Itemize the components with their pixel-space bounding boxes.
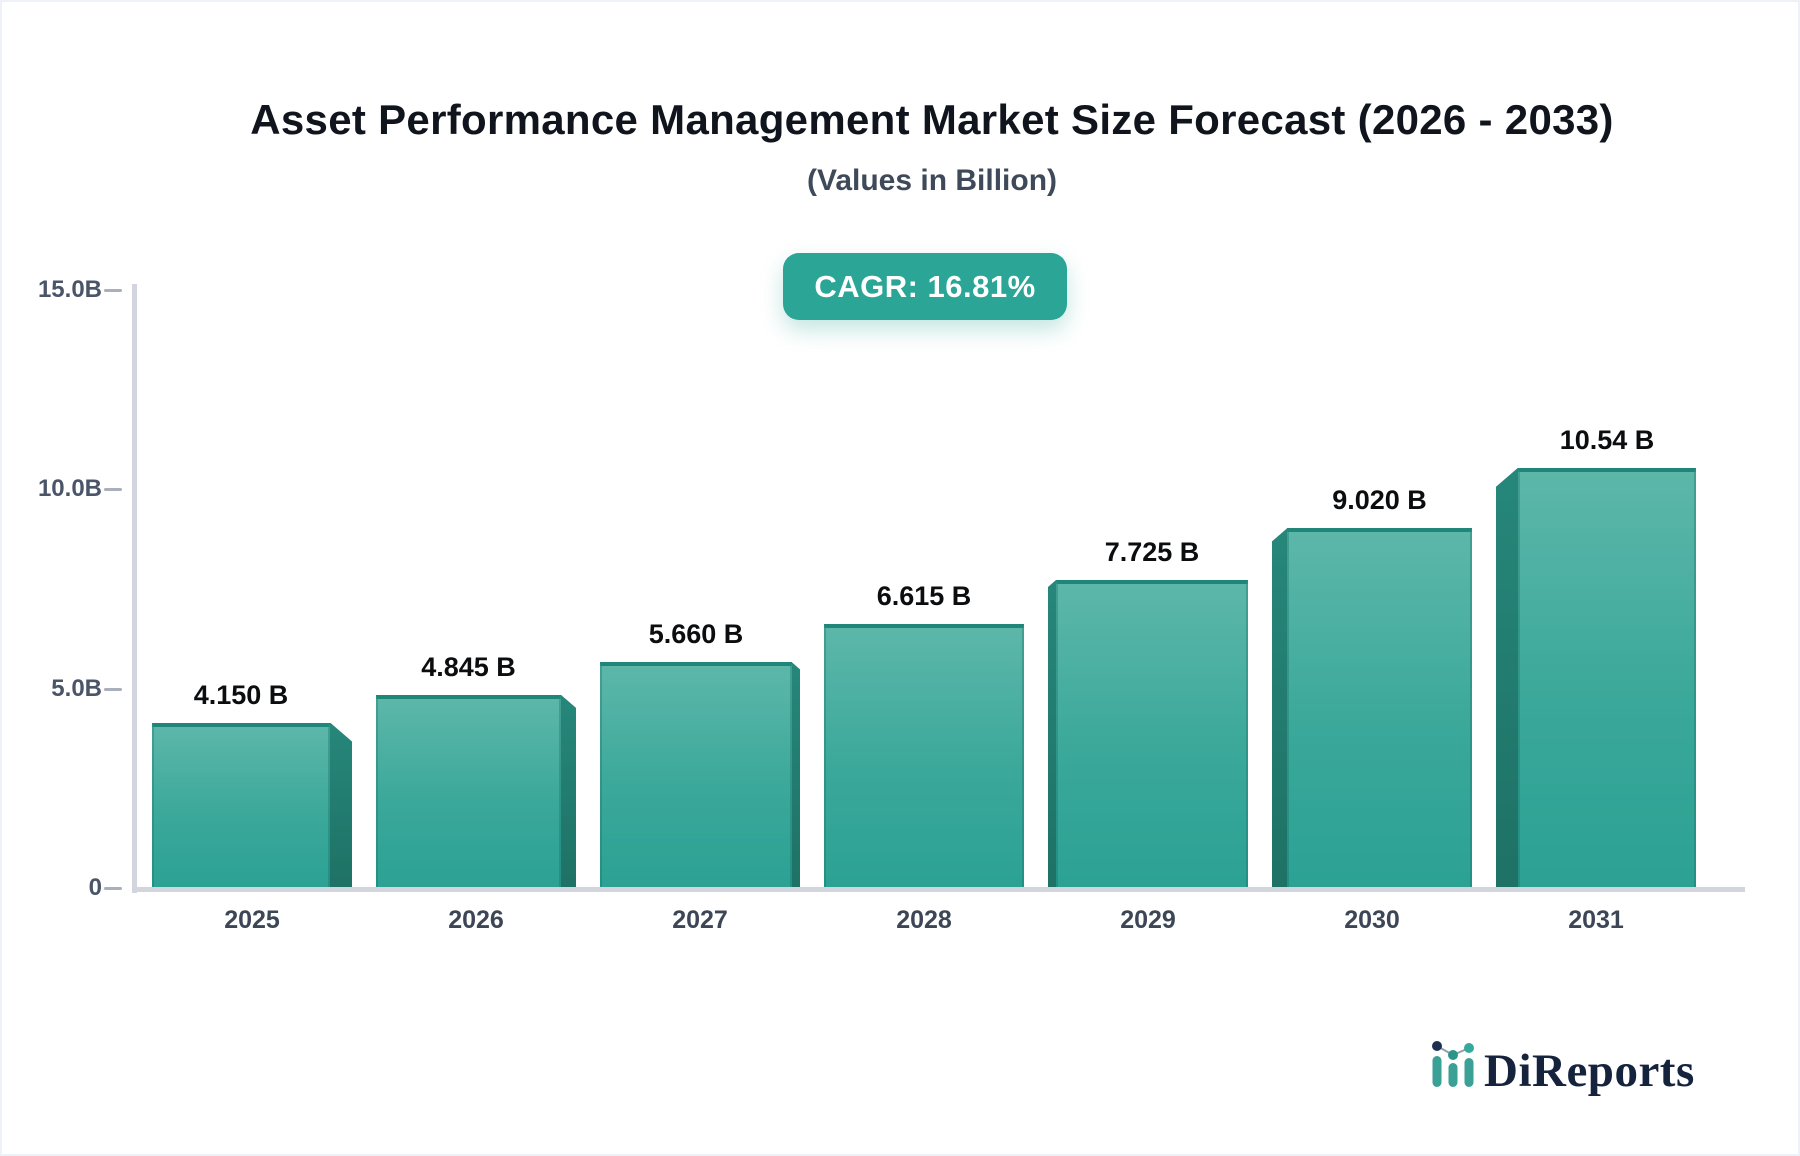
y-tick-dash <box>104 488 122 492</box>
bar-2030 <box>1287 528 1472 890</box>
y-axis-label: 0 <box>88 874 102 901</box>
y-tick-dash <box>104 887 122 890</box>
bar-value-label: 6.615 B <box>876 581 972 612</box>
x-axis-label-2027: 2027 <box>672 906 728 934</box>
bar-2031 <box>1518 467 1696 890</box>
x-axis-label-2025: 2025 <box>224 906 280 934</box>
bar-value-label: 5.660 B <box>648 619 744 650</box>
bar-2027 <box>600 662 792 890</box>
x-axis-label-2026: 2026 <box>448 906 504 934</box>
bar-2025 <box>152 722 330 890</box>
bar-2029 <box>1056 580 1248 890</box>
chart-subtitle: (Values in Billion) <box>806 164 1058 197</box>
bar-side-face <box>330 722 352 890</box>
chart-title: Asset Performance Management Market Size… <box>250 96 1614 143</box>
direports-logo-icon <box>1432 1041 1474 1087</box>
y-axis-line <box>132 284 137 893</box>
bar-value-label: 4.845 B <box>421 651 516 682</box>
bar-side-face <box>1048 580 1056 890</box>
x-axis-line <box>132 887 1745 892</box>
brand-name: DiReports <box>1484 1045 1695 1097</box>
bar-side-face <box>1272 528 1287 890</box>
bar-value-label: 7.725 B <box>1104 537 1200 568</box>
y-axis-label: 10.0B <box>37 475 102 503</box>
x-axis-label-2028: 2028 <box>896 906 952 934</box>
bar-2026 <box>376 694 561 890</box>
bar-value-label: 10.54 B <box>1559 424 1655 455</box>
bar-side-face <box>561 694 576 890</box>
x-axis-label-2030: 2030 <box>1344 906 1400 934</box>
y-tick-dash <box>104 289 122 292</box>
bar-side-face <box>1496 467 1518 890</box>
x-axis-label-2029: 2029 <box>1120 906 1176 934</box>
bar-2028 <box>824 624 1024 890</box>
cagr-badge: CAGR: 16.81% <box>783 253 1067 320</box>
bar-side-face <box>792 662 800 890</box>
x-axis-label-2031: 2031 <box>1568 906 1624 934</box>
bar-value-label: 4.150 B <box>193 679 289 710</box>
y-tick-dash <box>104 687 122 691</box>
y-axis-label: 5.0B <box>51 674 102 702</box>
bar-value-label: 9.020 B <box>1332 485 1427 516</box>
y-axis-label: 15.0B <box>37 276 102 303</box>
